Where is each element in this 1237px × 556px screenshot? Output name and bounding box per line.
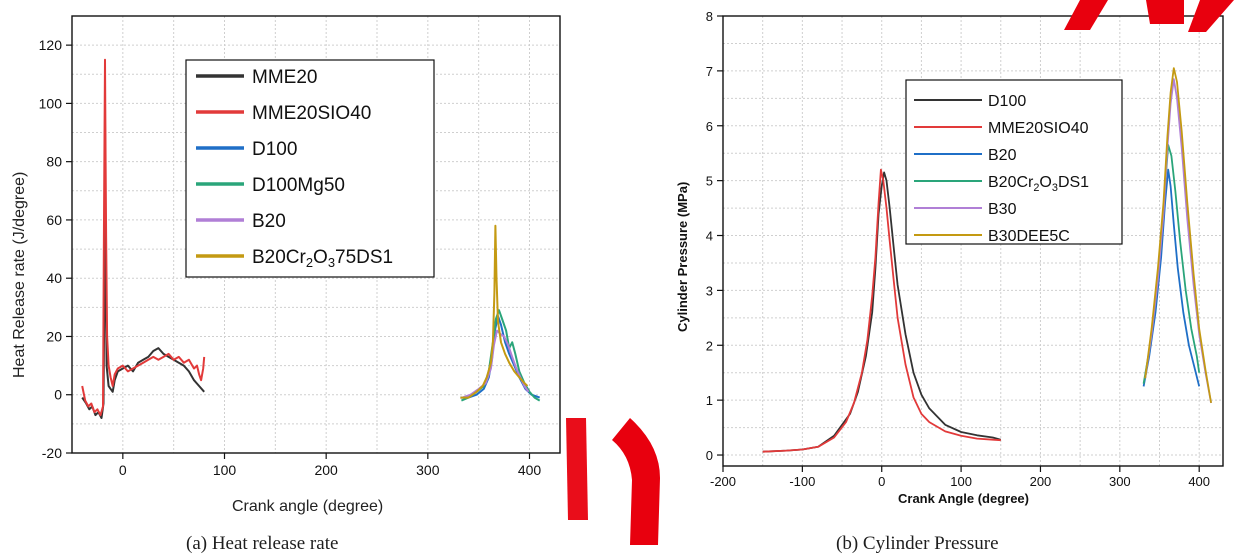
panel-a-legend: MME20 MME20SIO40 D100 D100Mg50 B20 B20Cr…: [185, 59, 435, 278]
watermark: [566, 0, 1234, 545]
legend-label-d100mg50: D100Mg50: [252, 175, 345, 196]
y-tick-label-1: 1: [706, 393, 713, 408]
panel-a-caption: (a) Heat release rate: [186, 533, 338, 554]
y-tick-label-120: 120: [39, 37, 63, 53]
y-tick-label-0: 0: [54, 387, 62, 403]
panel-b-ticks: -200 -100 0 100 200 300 400 0 1 2 3 4 5 6 7 8: [706, 9, 1210, 489]
panel-b-caption: (b) Cylinder Pressure: [836, 533, 999, 554]
y-tick-label-3: 3: [706, 283, 713, 298]
series-line-b30dee5c: [1144, 67, 1212, 404]
x-tick-label-0: 0: [878, 474, 885, 489]
legend-label-b20-b: B20: [988, 147, 1017, 164]
series-line-mme20sio40: [762, 168, 1001, 453]
legend-label-b30: B30: [988, 201, 1017, 218]
panel-b-cylinder-pressure: -200 -100 0 100 200 300 400 0 1 2 3 4 5 6 7 8 Crank Ang…: [675, 9, 1224, 554]
y-tick-label-20: 20: [46, 328, 62, 344]
y-tick-label-7: 7: [706, 64, 713, 79]
watermark-stroke-4: [1146, 0, 1184, 24]
panel-a-plot-frame: [71, 15, 561, 454]
watermark-stroke-1: [612, 418, 660, 545]
legend-label-d100: D100: [252, 139, 297, 160]
y-tick-label-100: 100: [39, 95, 63, 111]
x-tick-label-0: 0: [119, 462, 127, 478]
legend-label-mme20sio40-b: MME20SIO40: [988, 120, 1089, 137]
panel-a-ticks: 0 100 200 300 400 -20 0 20 40 60 80 100 120: [39, 37, 542, 478]
panel-b-y-axis-label: Cylinder Pressure (MPa): [675, 182, 690, 332]
x-tick-label-200: 200: [1030, 474, 1052, 489]
legend-label-b20cr2o3ds1: B20Cr2O3DS1: [988, 174, 1089, 194]
y-tick-label-40: 40: [46, 270, 62, 286]
series-line-b20cr2o375ds1: [460, 224, 529, 399]
watermark-stroke-2: [566, 418, 588, 520]
y-tick-label--20: -20: [42, 445, 62, 461]
x-tick-label-100: 100: [213, 462, 237, 478]
legend-label-mme20: MME20: [252, 67, 317, 88]
y-tick-label-8: 8: [706, 9, 713, 24]
x-tick-label-300: 300: [416, 462, 440, 478]
legend-label-b20: B20: [252, 211, 286, 232]
panel-a-y-axis-label: Heat Release rate (J/degree): [11, 172, 28, 378]
x-tick-label-300: 300: [1109, 474, 1131, 489]
panel-a-heat-release-rate: 0 100 200 300 400 -20 0 20 40 60 80 100 120 Crank an…: [11, 15, 561, 554]
panel-b-legend-box: [905, 79, 1123, 245]
series-line-b20: [1142, 168, 1201, 387]
y-tick-label-4: 4: [706, 229, 713, 244]
panel-a-x-axis-label: Crank angle (degree): [232, 498, 383, 515]
panel-b-series: [762, 67, 1212, 453]
legend-label-b30dee5c: B30DEE5C: [988, 228, 1070, 245]
legend-label-b20cr2o375ds1: B20Cr2O375DS1: [252, 247, 393, 270]
legend-label-d100-b: D100: [988, 93, 1026, 110]
y-tick-label-6: 6: [706, 119, 713, 134]
x-tick-label--200: -200: [710, 474, 736, 489]
watermark-stroke-3: [1064, 0, 1108, 30]
panel-b-legend: D100 MME20SIO40 B20 B20Cr2O3DS1 B30 B30D…: [905, 79, 1123, 245]
panel-a-legend-box: [185, 59, 435, 278]
y-tick-label-5: 5: [706, 174, 713, 189]
panel-b-plot-frame: [722, 15, 1224, 467]
x-tick-label-100: 100: [950, 474, 972, 489]
y-tick-label-0: 0: [706, 448, 713, 463]
series-line-mme20sio40: [81, 58, 206, 417]
y-tick-label-60: 60: [46, 212, 62, 228]
x-tick-label-400: 400: [1188, 474, 1210, 489]
series-line-b30: [1144, 78, 1212, 404]
watermark-stroke-5: [1188, 0, 1234, 32]
panel-b-x-axis-label: Crank Angle (degree): [898, 491, 1029, 506]
legend-label-mme20sio40: MME20SIO40: [252, 103, 371, 124]
panel-a-series: [81, 58, 541, 419]
x-tick-label--100: -100: [789, 474, 815, 489]
series-line-d100: [762, 171, 1002, 453]
x-tick-label-400: 400: [518, 462, 542, 478]
y-tick-label-80: 80: [46, 154, 62, 170]
y-tick-label-2: 2: [706, 338, 713, 353]
x-tick-label-200: 200: [314, 462, 338, 478]
